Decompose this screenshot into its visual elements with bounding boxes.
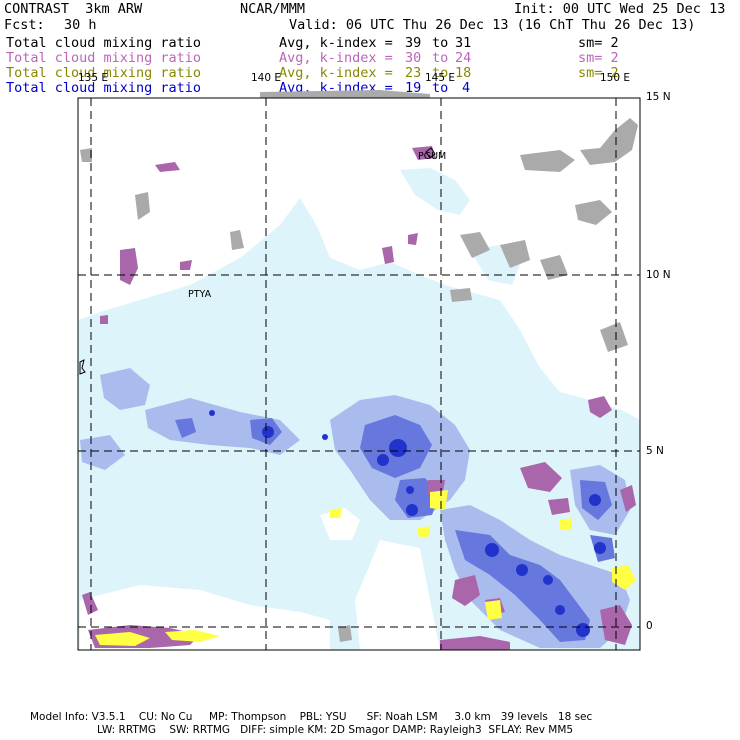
legend-to-3: 18 <box>455 65 472 81</box>
palau-island <box>79 359 86 375</box>
legend-sm-1: sm= 2 <box>578 35 619 51</box>
cloud-layer-blue-dark <box>209 410 606 637</box>
station-label-ptya: PTYA <box>188 289 212 300</box>
legend-field-4: Total cloud mixing ratio <box>6 80 202 96</box>
legend-from-3: 23 <box>405 65 422 81</box>
legend-to-word-4: to <box>432 80 449 96</box>
legend-field-1: Total cloud mixing ratio <box>6 35 202 51</box>
legend-from-1: 39 <box>405 35 422 51</box>
lat-lon-grid <box>78 97 640 650</box>
cloud-layer-yellow <box>95 490 636 646</box>
legend-stat-1: Avg, k-index = <box>279 35 393 51</box>
legend-sm-3: sm= 2 <box>578 65 619 81</box>
legend-to-2: 24 <box>455 50 472 66</box>
lat-label-10n: 10 N <box>646 269 671 281</box>
legend-from-4: 19 <box>405 80 422 96</box>
legend-to-4: 4 <box>462 80 471 96</box>
map-frame <box>77 97 641 651</box>
valid-time: Valid: 06 UTC Thu 26 Dec 13 (16 ChT Thu … <box>289 17 696 33</box>
coastlines <box>79 147 436 375</box>
legend-to-word-2: to <box>432 50 449 66</box>
legend-stat-2: Avg, k-index = <box>279 50 393 66</box>
forecast-hours: 30 h <box>64 17 97 33</box>
lon-label-140e: 140 E <box>251 72 282 84</box>
init-time: Init: 00 UTC Wed 25 Dec 13 <box>514 1 726 17</box>
cloud-layer-gray <box>80 90 638 642</box>
model-info-line-2: LW: RRTMG SW: RRTMG DIFF: simple KM: 2D … <box>97 724 574 736</box>
legend-to-1: 31 <box>455 35 472 51</box>
lon-label-150e: 150 E <box>600 72 631 84</box>
legend-to-word-3: to <box>432 65 449 81</box>
chart-title: CONTRAST 3km ARW <box>4 1 143 17</box>
guam-island <box>425 147 436 159</box>
lat-label-5n: 5 N <box>646 445 664 457</box>
legend-stat-3: Avg, k-index = <box>279 65 393 81</box>
legend-from-2: 30 <box>405 50 422 66</box>
lat-label-equator: 0 <box>646 620 653 632</box>
station-label-pgum: PGUM <box>418 151 447 162</box>
legend-sm-2: sm= 2 <box>578 50 619 66</box>
lon-label-135e: 135 E <box>78 72 109 84</box>
lat-label-15n: 15 N <box>646 91 671 103</box>
legend-to-word-1: to <box>432 35 449 51</box>
lon-label-145e: 145 E <box>425 72 456 84</box>
legend-field-2: Total cloud mixing ratio <box>6 50 202 66</box>
model-info-line-1: Model Info: V3.5.1 CU: No Cu MP: Thompso… <box>30 711 593 723</box>
forecast-label: Fcst: <box>4 17 45 33</box>
legend-field-3: Total cloud mixing ratio <box>6 65 202 81</box>
organization-label: NCAR/MMM <box>240 1 306 17</box>
